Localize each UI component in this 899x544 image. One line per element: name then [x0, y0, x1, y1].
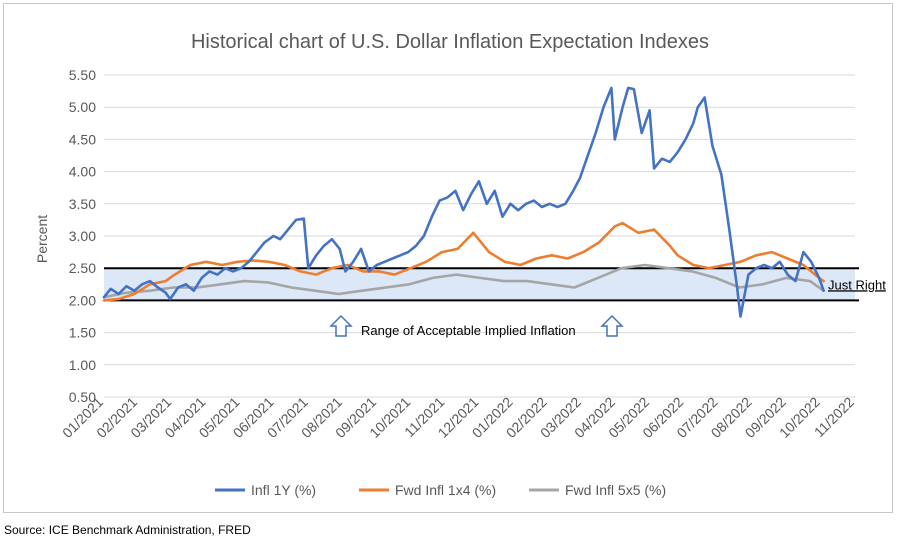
x-axis-ticks: 01/202102/202103/202104/202105/202106/20… — [59, 394, 857, 441]
up-arrow-icon — [600, 314, 624, 337]
gridlines — [104, 74, 855, 398]
y-tick-label: 4.50 — [69, 131, 96, 147]
series-line — [102, 86, 825, 318]
y-tick-label: 2.50 — [69, 260, 96, 276]
y-axis-ticks: 0.50 1.00 1.50 2.00 2.50 3.00 3.50 4.00 4.50 5.00… — [69, 67, 96, 405]
series-line — [102, 221, 825, 302]
legend-label: Fwd Infl 1x4 (%) — [395, 482, 496, 498]
y-tick-label: 2.00 — [69, 292, 96, 308]
series-lines — [102, 86, 825, 318]
y-tick-label: 5.50 — [69, 67, 96, 83]
legend-label: Infl 1Y (%) — [251, 482, 316, 498]
legend: Infl 1Y (%) Fwd Infl 1x4 (%) Fwd Infl 5x5 … — [215, 482, 666, 498]
y-tick-label: 0.50 — [69, 389, 96, 405]
y-tick-label: 3.00 — [69, 228, 96, 244]
y-tick-label: 1.00 — [69, 357, 96, 373]
legend-label: Fwd Infl 5x5 (%) — [565, 482, 666, 498]
source-note: Source: ICE Benchmark Administration, FR… — [4, 523, 251, 537]
chart-frame: Historical chart of U.S. Dollar Inflatio… — [3, 3, 893, 513]
y-tick-label: 1.50 — [69, 325, 96, 341]
y-tick-label: 4.00 — [69, 164, 96, 180]
y-axis-label: Percent — [34, 215, 50, 263]
annotation-text: Range of Acceptable Implied Inflation — [361, 323, 576, 338]
series-line — [102, 263, 825, 299]
up-arrow-icon — [329, 314, 353, 337]
y-tick-label: 5.00 — [69, 99, 96, 115]
band-label: Just Right — [828, 277, 886, 292]
chart-title: Historical chart of U.S. Dollar Inflatio… — [191, 31, 709, 53]
y-tick-label: 3.50 — [69, 196, 96, 212]
inflation-chart: Historical chart of U.S. Dollar Inflatio… — [34, 31, 886, 498]
